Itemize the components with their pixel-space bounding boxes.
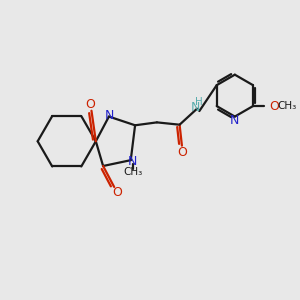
Text: N: N — [230, 114, 239, 128]
Text: N: N — [105, 109, 115, 122]
Text: H: H — [196, 97, 203, 107]
Text: CH₃: CH₃ — [123, 167, 143, 177]
Text: CH₃: CH₃ — [278, 101, 297, 111]
Text: O: O — [177, 146, 187, 158]
Text: N: N — [128, 155, 137, 168]
Text: O: O — [269, 100, 279, 112]
Text: O: O — [112, 186, 122, 199]
Text: N: N — [191, 101, 200, 114]
Text: O: O — [85, 98, 95, 111]
